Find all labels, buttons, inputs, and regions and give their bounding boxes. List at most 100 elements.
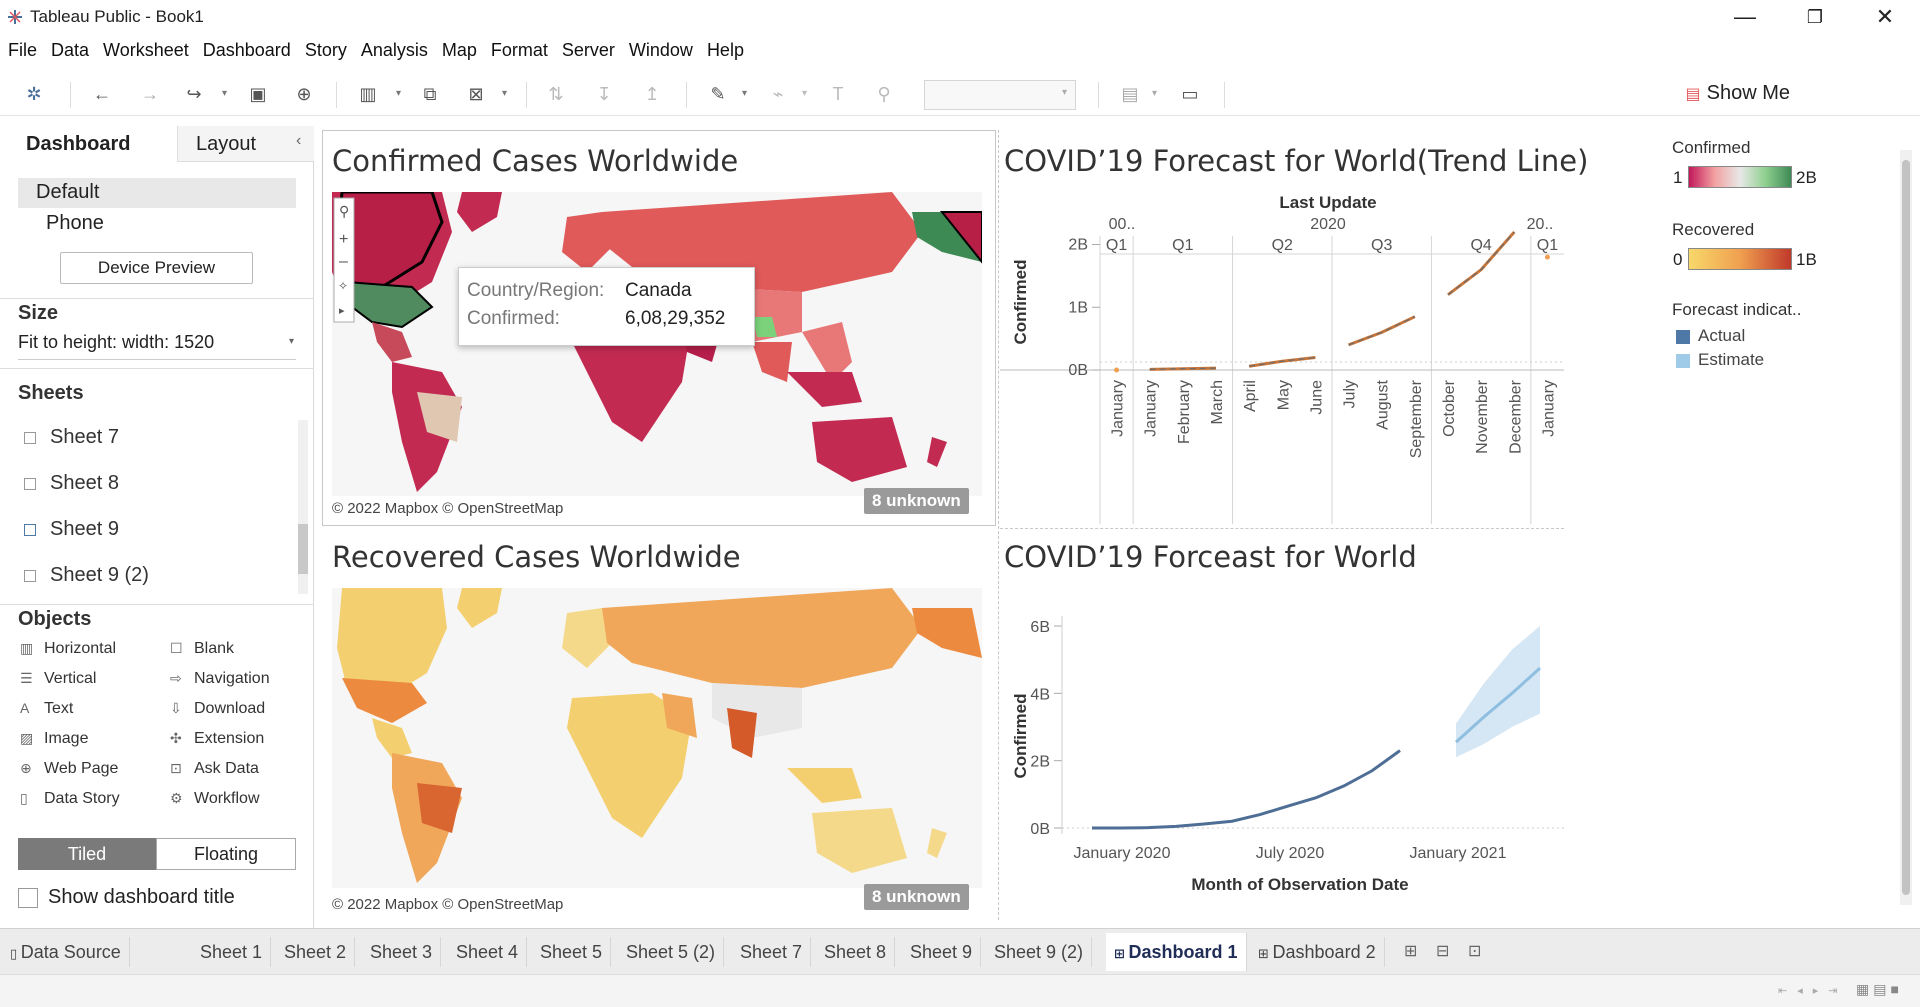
tab-sheet-9[interactable]: Sheet 9 [902,937,982,967]
tab-sheet-5[interactable]: Sheet 5 [532,937,612,967]
confirmed-color-ramp[interactable] [1688,166,1792,188]
tableau-home-icon[interactable]: ✲ [26,84,42,104]
sheet-list-item[interactable]: Sheet 7 [24,426,119,449]
view-mode-icons[interactable]: ▦▤■ [1856,981,1903,997]
object-ask-data[interactable]: ⊡ Ask Data [170,760,259,778]
recovered-cases-map[interactable] [332,588,982,888]
menu-format[interactable]: Format [490,40,548,60]
object-navigation[interactable]: ⇨ Navigation [170,670,270,688]
object-horizontal[interactable]: ▥ Horizontal [20,640,116,658]
labels-icon[interactable]: T [832,84,844,104]
tab-dashboard-2[interactable]: ⊞ Dashboard 2 [1250,937,1385,967]
tab-sheet-2[interactable]: Sheet 2 [276,937,356,967]
tab-sheet-8[interactable]: Sheet 8 [816,937,896,967]
presentation-mode-icon[interactable]: ▭ [1181,84,1199,104]
object-image[interactable]: ▨ Image [20,730,88,748]
new-data-source-icon[interactable]: ⊕ [296,84,312,104]
sheet-list-item[interactable]: Sheet 9 [24,518,119,541]
sort-ascending-icon[interactable]: ↧ [596,84,612,104]
toolbar: ✲ ← → ↪ ▾ ▣ ⊕ ▥ ▾ ⧉ ⊠ ▾ ⇅ ↧ ↥ ✎ ▾ ⌁ ▾ T … [0,72,1920,116]
legend-label-estimate[interactable]: Estimate [1698,350,1765,369]
map2-unknown-badge[interactable]: 8 unknown [864,884,969,910]
object-extension[interactable]: ✣ Extension [170,730,264,748]
swap-icon[interactable]: ⇅ [548,84,564,104]
new-dashboard-tab-icon[interactable]: ⊟ [1436,943,1450,960]
recovered-color-ramp[interactable] [1688,248,1792,270]
tab-dashboard-1[interactable]: ⊞ Dashboard 1 [1106,933,1247,971]
menu-story[interactable]: Story [304,40,347,60]
show-cards-icon[interactable]: ▤ [1121,84,1139,104]
fit-dropdown[interactable]: ▾ [924,80,1076,110]
menu-server[interactable]: Server [561,40,615,60]
new-story-tab-icon[interactable]: ⊡ [1468,943,1482,960]
tab-dashboard[interactable]: Dashboard [26,133,131,155]
menu-data[interactable]: Data [51,40,90,60]
tab-sheet-4[interactable]: Sheet 4 [448,937,528,967]
minimize-icon[interactable]: — [1734,4,1756,29]
clear-sheet-icon[interactable]: ⊠ [468,84,484,104]
tab-sheet-9-2-[interactable]: Sheet 9 (2) [986,937,1093,967]
object-vertical[interactable]: ☰ Vertical [20,670,96,688]
menu-file[interactable]: File [8,40,38,60]
tab-data-source[interactable]: ▯ Data Source [2,937,130,967]
group-icon[interactable]: ⌁ [772,84,784,104]
object-data-story[interactable]: ▯ Data Story [20,790,120,808]
collapse-pane-icon[interactable]: ‹ [296,132,302,149]
tab-layout[interactable]: Layout [196,133,257,155]
menu-window[interactable]: Window [628,40,693,60]
menu-dashboard[interactable]: Dashboard [202,40,291,60]
redo-icon[interactable]: → [141,84,159,104]
y-tick-label: 4B [1030,686,1050,703]
sheets-scrollbar[interactable] [298,420,308,594]
object-text[interactable]: A Text [20,700,73,718]
new-worksheet-icon[interactable]: ▥ [359,84,377,104]
replay-icon[interactable]: ↪ [186,84,202,104]
device-phone[interactable]: Phone [46,212,104,234]
object-workflow[interactable]: ⚙ Workflow [170,790,260,808]
dashboard-icon: ⊞ [1258,946,1273,961]
save-icon[interactable]: ▣ [249,84,267,104]
show-title-checkbox[interactable] [18,888,38,908]
pin-icon[interactable]: ⚲ [877,84,891,104]
menu-worksheet[interactable]: Worksheet [103,40,189,60]
map1-unknown-badge[interactable]: 8 unknown [864,488,969,514]
quarter-label: Q1 [1172,237,1193,254]
confirmed-map-panel[interactable] [322,130,996,526]
sheet-list-item[interactable]: Sheet 9 (2) [24,564,149,587]
dashboard-scrollbar[interactable] [1900,150,1912,905]
menu-help[interactable]: Help [706,40,744,60]
undo-icon[interactable]: ← [93,84,111,104]
new-worksheet-tab-icon[interactable]: ⊞ [1404,943,1418,960]
size-dropdown[interactable]: Fit to height: width: 1520 ▾ [18,332,296,360]
tab-sheet-7[interactable]: Sheet 7 [732,937,812,967]
restore-icon[interactable]: ❐ [1806,6,1824,27]
show-me-button[interactable]: ▤ Show Me [1686,82,1791,105]
tab-sheet-3[interactable]: Sheet 3 [362,937,442,967]
highlight-icon[interactable]: ✎ [710,84,726,104]
legend-label-actual[interactable]: Actual [1698,326,1746,345]
object-blank[interactable]: ☐ Blank [170,640,234,658]
floating-button[interactable]: Floating [156,838,296,870]
close-icon[interactable]: ✕ [1875,4,1895,29]
duplicate-sheet-icon[interactable]: ⧉ [423,84,437,104]
tab-sheet-5-2-[interactable]: Sheet 5 (2) [618,937,725,967]
y-tick-label: 2B [1068,237,1088,254]
device-preview-button[interactable]: Device Preview [60,252,253,284]
month-label: January [1110,380,1127,437]
object-web-page[interactable]: ⊕ Web Page [20,760,118,778]
object-download[interactable]: ⇩ Download [170,700,265,718]
menu-analysis[interactable]: Analysis [360,40,428,60]
tab-sheet-1[interactable]: Sheet 1 [192,937,272,967]
y-axis-label: Confirmed [1011,260,1030,345]
sort-descending-icon[interactable]: ↥ [644,84,660,104]
x-tick-label: January 2021 [1410,845,1507,862]
sheet-list-item[interactable]: Sheet 8 [24,472,119,495]
trend-line-chart[interactable]: Last Update 00.. 2020 20.. Q1 Q1 Q2 Q3 Q4 Q1 2B 1B 0… [1000,192,1564,526]
menu-map[interactable]: Map [441,40,477,60]
tiled-button[interactable]: Tiled [18,838,156,870]
tab-nav-arrows[interactable]: ⇤◂▸⇥ [1778,985,1848,997]
map-zoom-controls[interactable]: ⚲ + – ✧ ▸ [333,197,355,323]
device-default[interactable] [18,178,296,208]
month-label: October [1441,379,1458,437]
forecast-chart[interactable]: 6B 4B 2B 0B Confirmed January 2020 July 2020 Ja… [1000,586,1564,926]
